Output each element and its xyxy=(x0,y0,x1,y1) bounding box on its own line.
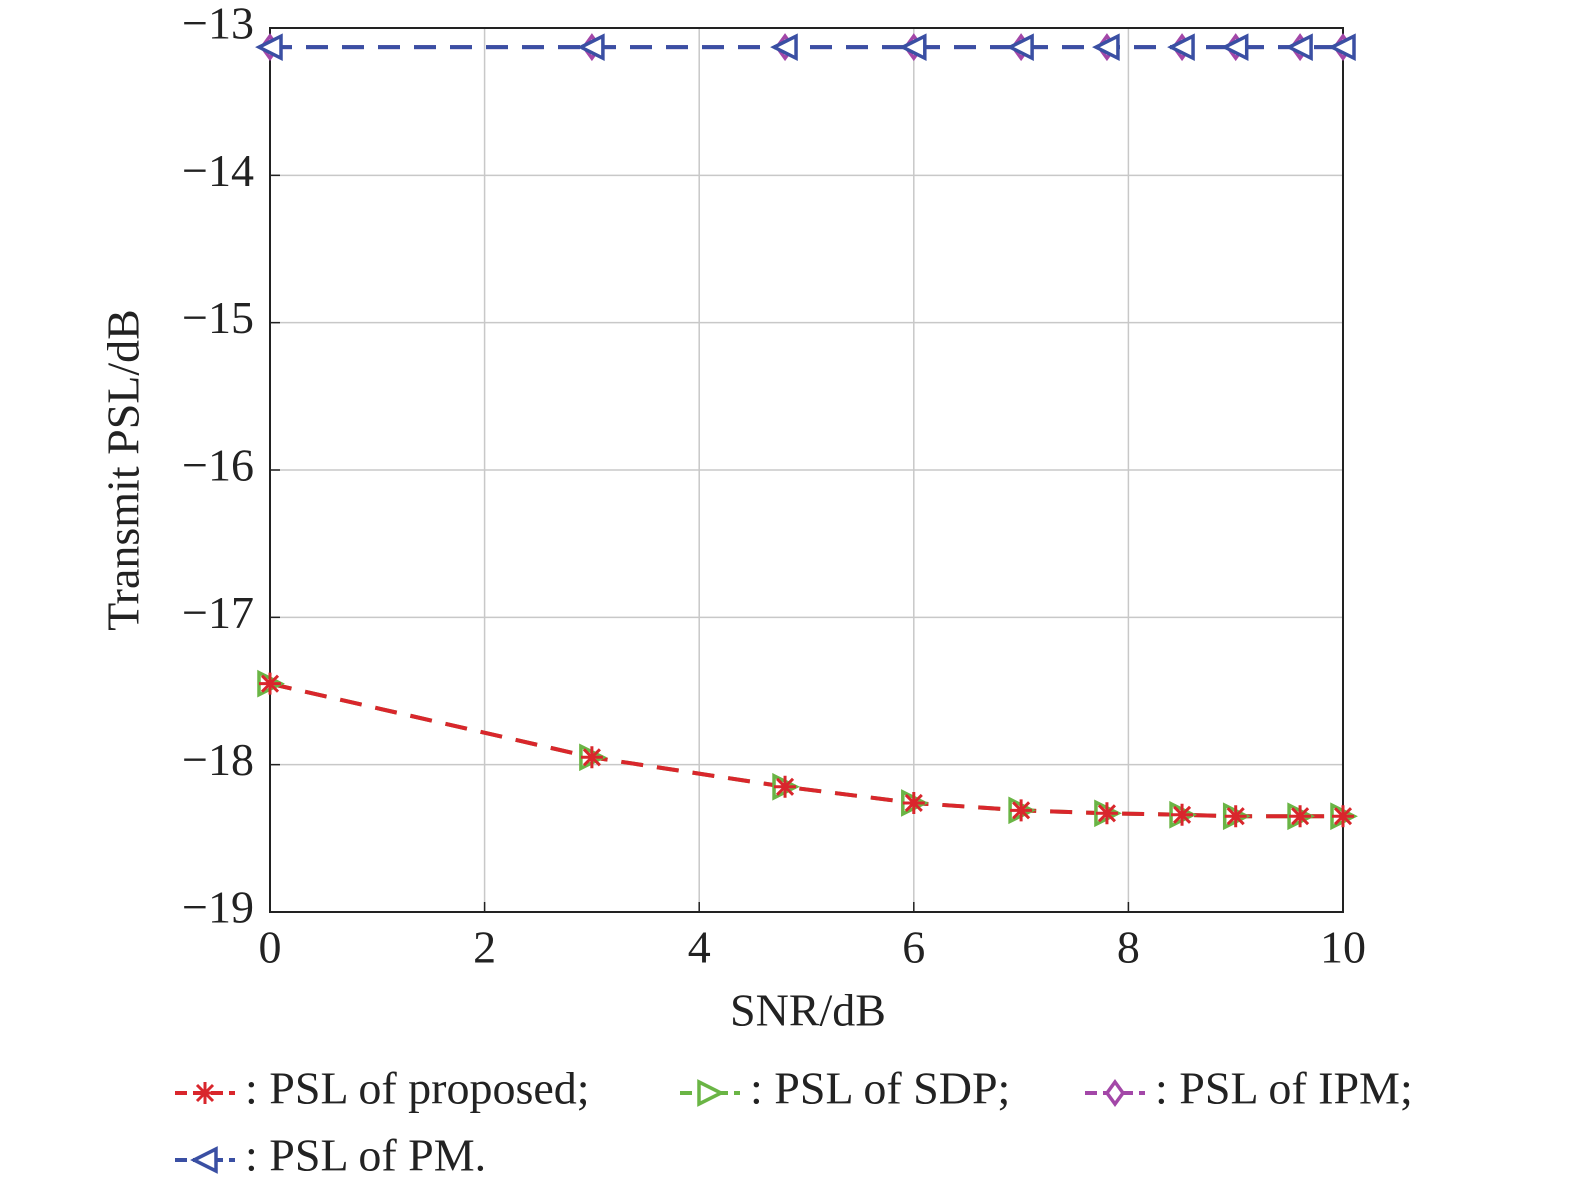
marker xyxy=(1167,33,1195,61)
legend-label: : PSL of SDP; xyxy=(750,1063,1010,1114)
marker xyxy=(255,33,283,61)
legend-label: : PSL of PM. xyxy=(245,1130,486,1181)
legend-label: : PSL of proposed; xyxy=(245,1063,590,1114)
series-line xyxy=(269,681,1343,819)
y-tick-label: −13 xyxy=(182,0,254,49)
marker xyxy=(1289,805,1312,828)
x-tick-label: 8 xyxy=(1117,922,1140,973)
marker xyxy=(902,791,925,814)
legend-marker xyxy=(194,1082,216,1104)
y-tick-label: −14 xyxy=(182,145,254,196)
marker xyxy=(576,33,605,61)
legend-marker xyxy=(697,1079,725,1107)
marker xyxy=(1092,33,1120,61)
series-line xyxy=(269,681,1343,819)
marker xyxy=(1220,33,1249,61)
marker xyxy=(1328,33,1356,61)
marker xyxy=(1332,805,1354,828)
marker xyxy=(1006,33,1034,61)
y-tick-label: −16 xyxy=(182,440,254,491)
x-tick-label: 10 xyxy=(1320,922,1366,973)
x-tick-label: 6 xyxy=(902,922,925,973)
marker xyxy=(898,33,927,61)
marker xyxy=(259,672,281,695)
marker xyxy=(774,775,797,798)
x-tick-label: 2 xyxy=(473,922,496,973)
marker xyxy=(1171,803,1194,826)
y-axis-label: Transmit PSL/dB xyxy=(98,309,149,631)
marker xyxy=(1224,805,1247,828)
marker xyxy=(1010,799,1033,822)
marker xyxy=(1285,33,1313,61)
x-tick-label: 0 xyxy=(259,922,282,973)
x-tick-label: 4 xyxy=(688,922,711,973)
marker xyxy=(770,33,798,61)
plot-frame xyxy=(269,27,1344,913)
legend-marker xyxy=(190,1146,218,1174)
marker xyxy=(1095,802,1118,825)
y-tick-label: −15 xyxy=(182,292,254,343)
y-tick-label: −17 xyxy=(182,587,254,638)
y-tick-label: −19 xyxy=(182,882,254,933)
legend-marker xyxy=(1104,1079,1126,1107)
marker xyxy=(580,746,603,769)
y-tick-label: −18 xyxy=(182,734,254,785)
legend-label: : PSL of IPM; xyxy=(1155,1063,1413,1114)
x-axis-label: SNR/dB xyxy=(730,985,886,1036)
